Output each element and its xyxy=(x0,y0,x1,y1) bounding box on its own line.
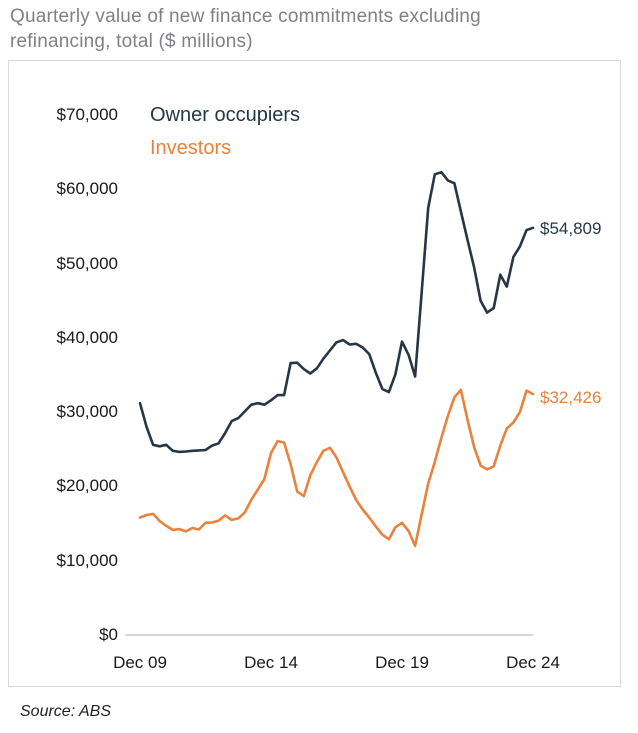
y-tick-20000: $20,000 xyxy=(56,476,118,495)
source-note: Source: ABS xyxy=(20,703,112,720)
y-tick-40000: $40,000 xyxy=(56,328,118,347)
y-tick-50000: $50,000 xyxy=(56,254,118,273)
y-tick-70000: $70,000 xyxy=(56,105,118,124)
chart-title: Quarterly value of new finance commitmen… xyxy=(10,6,481,53)
investors-end-value: $32,426 xyxy=(540,388,602,407)
y-tick-30000: $30,000 xyxy=(56,402,118,421)
y-tick-60000: $60,000 xyxy=(56,179,118,198)
legend-owner-occupiers: Owner occupiers xyxy=(150,104,301,126)
y-tick-0: $0 xyxy=(99,625,118,644)
legend-investors: Investors xyxy=(150,137,232,159)
y-tick-10000: $10,000 xyxy=(56,551,118,570)
x-tick-dec-24: Dec 24 xyxy=(506,653,560,672)
owner-occupiers-end-value: $54,809 xyxy=(540,219,602,238)
owner-occupiers-line xyxy=(138,170,535,454)
x-tick-dec-14: Dec 14 xyxy=(244,653,298,672)
plot-area-frame xyxy=(8,60,621,687)
investors-line xyxy=(138,388,535,548)
x-tick-dec-19: Dec 19 xyxy=(375,653,429,672)
x-tick-dec-09: Dec 09 xyxy=(113,653,167,672)
